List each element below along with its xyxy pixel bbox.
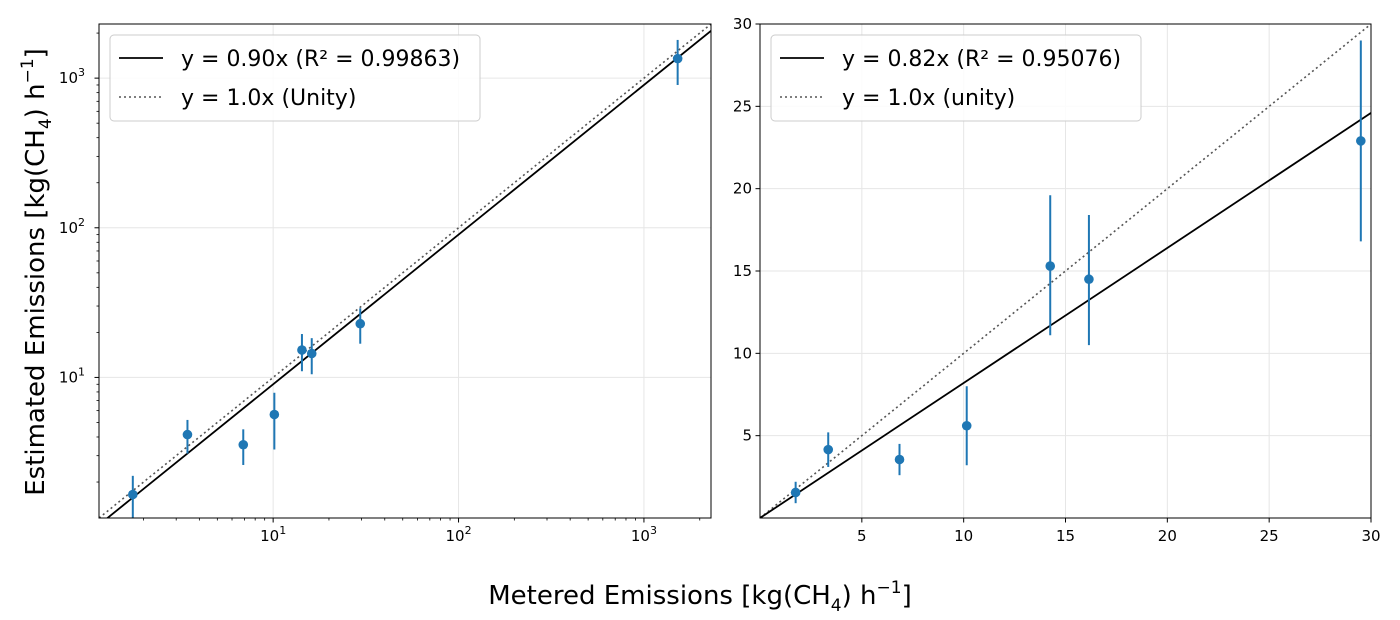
- right-panel-linear-plot: 5 10 15 20 25 30 5 10 15 20 25 30 y = 0.82x (R² = 0.…: [733, 15, 1381, 545]
- legend-unity-label: y = 1.0x (unity): [842, 86, 1015, 111]
- legend-fit-label: y = 0.82x (R² = 0.95076): [842, 47, 1121, 72]
- fit-lines: [760, 24, 1371, 518]
- y-tick-label: 25: [733, 97, 752, 115]
- y-tick-label: 5: [742, 427, 752, 445]
- legend-fit-label: y = 0.90x (R² = 0.99863): [181, 47, 460, 72]
- x-tick-label: 101: [260, 524, 286, 545]
- data-point: [790, 487, 801, 498]
- y-axis-label: Estimated Emissions [kg(CH4) h−1]: [18, 48, 56, 496]
- data-point: [1356, 136, 1366, 146]
- data-points: [790, 40, 1366, 504]
- data-point: [128, 489, 138, 500]
- data-points: [128, 39, 683, 518]
- plot-frame: [759, 23, 1372, 519]
- data-point: [182, 429, 193, 440]
- x-tick-label: 10: [954, 527, 973, 545]
- data-point: [672, 53, 683, 64]
- fit-line: [106, 30, 711, 518]
- x-tick-label: 25: [1260, 527, 1279, 545]
- fit-line: [760, 112, 1371, 518]
- y-tick-label: 15: [733, 262, 752, 280]
- data-point: [961, 420, 972, 431]
- data-point: [269, 409, 280, 420]
- x-tick-label: 30: [1361, 527, 1380, 545]
- x-tick-label: 103: [631, 524, 657, 545]
- data-point: [355, 318, 366, 329]
- x-tick-label: 15: [1056, 527, 1075, 545]
- data-point: [1084, 274, 1094, 285]
- data-point: [894, 454, 905, 465]
- y-tick-label: 103: [59, 66, 85, 87]
- y-tick-label: 20: [733, 180, 752, 198]
- y-tick-label: 10: [733, 344, 752, 362]
- left-panel-log-plot: 101 102 103 101 102 103 y = 0.90x (R² = 0.9986…: [59, 23, 712, 545]
- data-point: [297, 345, 307, 355]
- legend-unity-label: y = 1.0x (Unity): [181, 86, 356, 111]
- data-point: [306, 348, 317, 359]
- unity-line: [760, 24, 1371, 518]
- x-tick-label: 102: [445, 524, 471, 545]
- data-point: [1045, 261, 1056, 271]
- y-tick-label: 30: [733, 15, 752, 33]
- x-tick-label: 20: [1158, 527, 1177, 545]
- plot-frame: [98, 23, 712, 519]
- y-tick-label: 101: [59, 365, 85, 386]
- legend: y = 0.90x (R² = 0.99863) y = 1.0x (Unity): [109, 34, 481, 122]
- data-point: [238, 439, 249, 450]
- unity-line: [99, 24, 711, 518]
- legend-box: [109, 34, 481, 122]
- legend-box: [770, 34, 1142, 122]
- x-tick-label: 5: [857, 527, 867, 545]
- x-axis-label: Metered Emissions [kg(CH4) h−1]: [488, 578, 911, 616]
- legend: y = 0.82x (R² = 0.95076) y = 1.0x (unity): [770, 34, 1142, 122]
- y-tick-label: 102: [59, 216, 85, 237]
- data-point: [823, 444, 834, 455]
- fit-lines: [99, 24, 711, 518]
